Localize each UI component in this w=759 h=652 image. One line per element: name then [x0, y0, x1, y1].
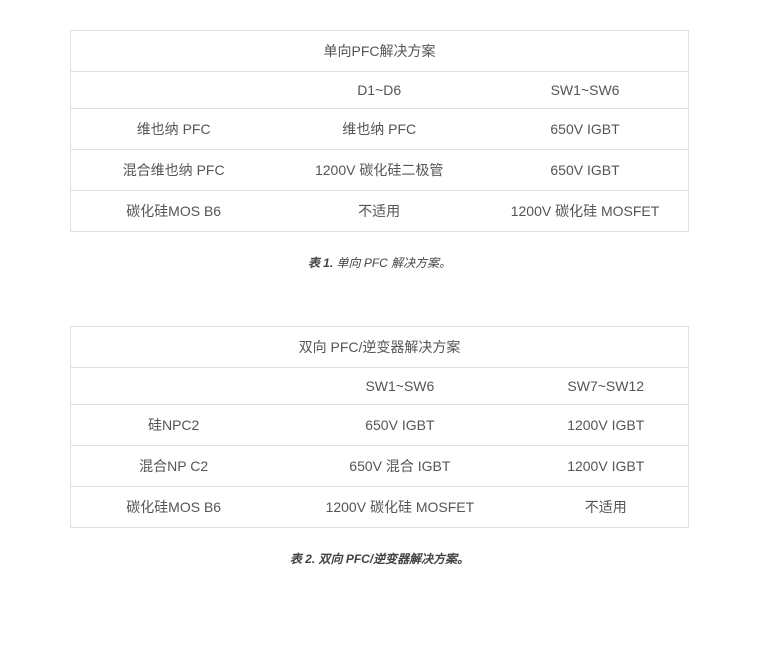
table-cell: 1200V 碳化硅 MOSFET	[276, 487, 523, 528]
table-1-title: 单向PFC解决方案	[71, 31, 689, 72]
table-cell: 硅NPC2	[71, 405, 277, 446]
table-cell: 维也纳 PFC	[276, 109, 482, 150]
table-2-col-1: SW1~SW6	[276, 368, 523, 405]
table-2-title: 双向 PFC/逆变器解决方案	[71, 327, 689, 368]
table-cell: 维也纳 PFC	[71, 109, 277, 150]
caption-label: 表 2.	[290, 552, 315, 566]
table-cell: 1200V 碳化硅二极管	[276, 150, 482, 191]
table-2-col-2: SW7~SW12	[523, 368, 688, 405]
table-1: 单向PFC解决方案 D1~D6 SW1~SW6 维也纳 PFC 维也纳 PFC …	[70, 30, 689, 232]
caption-label: 表 1.	[308, 256, 333, 270]
table-2: 双向 PFC/逆变器解决方案 SW1~SW6 SW7~SW12 硅NPC2 65…	[70, 326, 689, 528]
table-cell: 650V 混合 IGBT	[276, 446, 523, 487]
caption-text: 单向 PFC 解决方案。	[333, 256, 451, 270]
table-cell: 碳化硅MOS B6	[71, 487, 277, 528]
table-cell: 650V IGBT	[276, 405, 523, 446]
table-1-caption: 表 1. 单向 PFC 解决方案。	[70, 254, 689, 271]
table-cell: 1200V IGBT	[523, 446, 688, 487]
caption-text: 双向 PFC/逆变器解决方案。	[315, 552, 469, 566]
table-block-2: 双向 PFC/逆变器解决方案 SW1~SW6 SW7~SW12 硅NPC2 65…	[70, 326, 689, 567]
table-cell: 混合NP C2	[71, 446, 277, 487]
table-cell: 不适用	[523, 487, 688, 528]
table-1-col-0	[71, 72, 277, 109]
table-block-1: 单向PFC解决方案 D1~D6 SW1~SW6 维也纳 PFC 维也纳 PFC …	[70, 30, 689, 271]
table-cell: 650V IGBT	[482, 150, 688, 191]
table-2-col-0	[71, 368, 277, 405]
table-2-caption: 表 2. 双向 PFC/逆变器解决方案。	[70, 550, 689, 567]
table-cell: 1200V IGBT	[523, 405, 688, 446]
table-cell: 碳化硅MOS B6	[71, 191, 277, 232]
table-cell: 1200V 碳化硅 MOSFET	[482, 191, 688, 232]
table-cell: 混合维也纳 PFC	[71, 150, 277, 191]
table-1-col-2: SW1~SW6	[482, 72, 688, 109]
table-cell: 不适用	[276, 191, 482, 232]
table-1-col-1: D1~D6	[276, 72, 482, 109]
table-cell: 650V IGBT	[482, 109, 688, 150]
